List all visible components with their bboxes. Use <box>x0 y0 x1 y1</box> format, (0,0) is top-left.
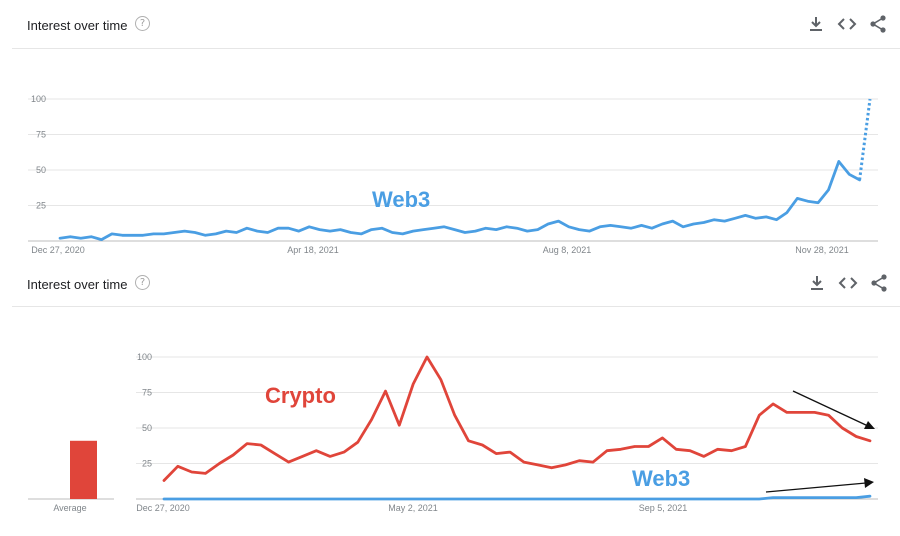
y-tick-label: 50 <box>142 423 152 433</box>
chart-header-2: Interest over time ? <box>0 265 900 305</box>
web3-annotation: Web3 <box>372 187 430 212</box>
y-tick-label: 100 <box>31 94 46 104</box>
share-icon[interactable] <box>869 273 889 293</box>
download-icon[interactable] <box>807 273 827 293</box>
average-bar-crypto <box>70 440 97 499</box>
series-line-web3 <box>162 494 872 501</box>
y-tick-label: 100 <box>137 352 152 362</box>
x-tick-label: Aug 8, 2021 <box>543 245 592 255</box>
embed-code-icon[interactable] <box>838 273 858 293</box>
x-tick-label: Dec 27, 2020 <box>31 245 85 255</box>
y-tick-label: 25 <box>36 201 46 211</box>
chart-title-1: Interest over time <box>27 18 128 33</box>
help-icon[interactable]: ? <box>135 275 150 290</box>
series-line-crypto <box>162 355 872 482</box>
x-tick-label: Dec 27, 2020 <box>136 503 190 513</box>
trend-arrow-down <box>792 390 875 429</box>
y-tick-label: 75 <box>142 388 152 398</box>
header-divider-1 <box>12 48 900 49</box>
download-icon[interactable] <box>806 14 826 34</box>
chart-header-1: Interest over time ? <box>0 6 900 46</box>
chart-title-2: Interest over time <box>27 277 128 292</box>
average-label: Average <box>53 503 86 513</box>
series-line-web3-projected <box>858 98 872 181</box>
trend-arrow-up <box>765 478 874 493</box>
embed-code-icon[interactable] <box>837 14 857 34</box>
x-tick-label: Nov 28, 2021 <box>795 245 849 255</box>
y-tick-label: 25 <box>142 459 152 469</box>
header-divider-2 <box>12 306 900 307</box>
crypto-annotation: Crypto <box>265 383 336 408</box>
series-line-web3 <box>58 160 861 242</box>
help-icon[interactable]: ? <box>135 16 150 31</box>
x-tick-label: Sep 5, 2021 <box>639 503 688 513</box>
share-icon[interactable] <box>868 14 888 34</box>
x-tick-label: Apr 18, 2021 <box>287 245 339 255</box>
interest-chart-web3: 100 75 50 25 Dec 27, 2020 Apr 18, 2021 Aug 8,… <box>28 94 878 255</box>
web3-annotation: Web3 <box>632 466 690 491</box>
y-tick-label: 75 <box>36 130 46 140</box>
x-tick-label: May 2, 2021 <box>388 503 438 513</box>
y-tick-label: 50 <box>36 165 46 175</box>
